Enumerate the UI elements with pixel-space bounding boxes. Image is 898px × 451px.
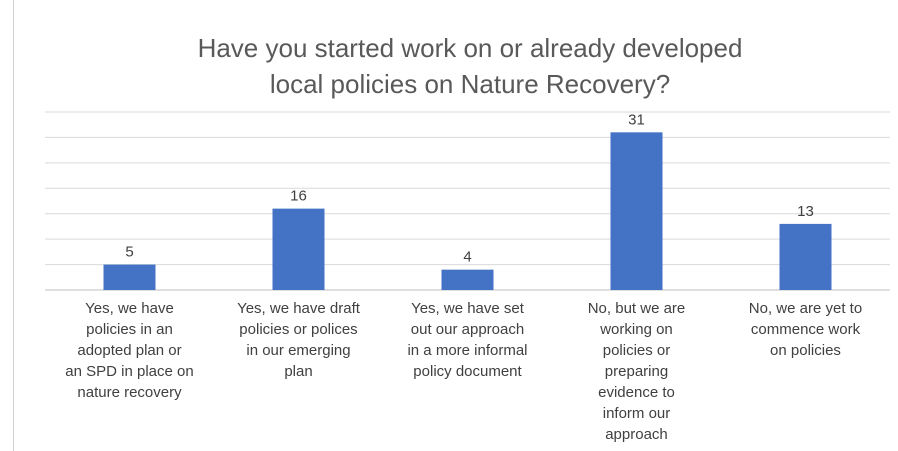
bar bbox=[779, 223, 832, 290]
chart-frame bbox=[13, 0, 897, 451]
category-label: Yes, we have draft policies or polices i… bbox=[237, 300, 360, 380]
chart-title-line-1: Have you started work on or already deve… bbox=[197, 33, 743, 63]
category-label: No, we are yet to commence work on polic… bbox=[748, 300, 863, 359]
category-label: Yes, we have set out our approach in a m… bbox=[407, 300, 528, 380]
data-label: 4 bbox=[463, 249, 471, 266]
chart-title: Have you started work on or already deve… bbox=[60, 30, 880, 102]
data-label: 16 bbox=[290, 188, 307, 205]
bar bbox=[272, 208, 325, 290]
data-label: 13 bbox=[797, 203, 814, 220]
chart-title-line-2: local policies on Nature Recovery? bbox=[269, 69, 671, 99]
data-label: 5 bbox=[125, 244, 133, 261]
bar bbox=[103, 264, 156, 290]
bar bbox=[441, 269, 494, 290]
category-label: Yes, we have policies in an adopted plan… bbox=[65, 300, 194, 401]
category-label: No, but we are working on policies or pr… bbox=[587, 300, 686, 443]
data-label: 31 bbox=[628, 111, 645, 128]
bar bbox=[610, 132, 663, 290]
